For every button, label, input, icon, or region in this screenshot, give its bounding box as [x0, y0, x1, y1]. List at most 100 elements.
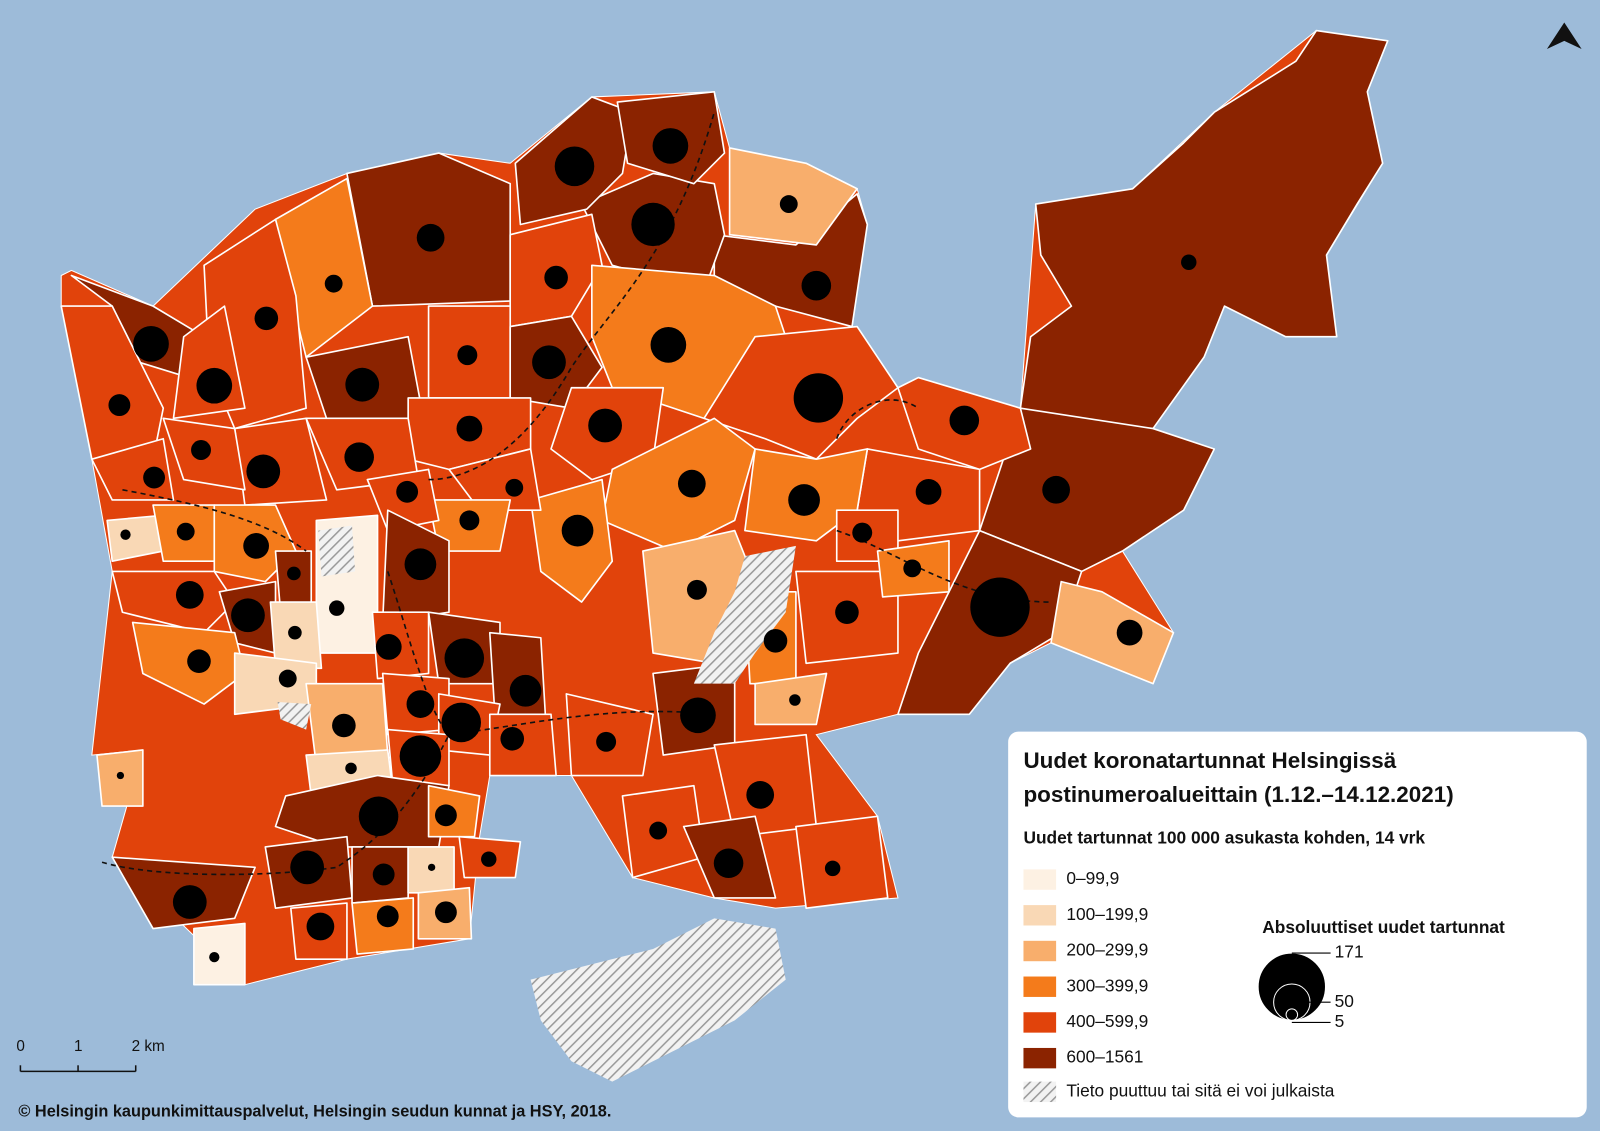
case-circles	[108, 128, 1197, 963]
case-circle	[196, 367, 233, 404]
case-circle	[763, 629, 788, 653]
case-circle	[459, 510, 480, 531]
case-circle	[588, 408, 622, 443]
missing-area	[693, 545, 796, 684]
case-circle	[246, 454, 281, 489]
case-circle	[835, 600, 859, 625]
size-legend: 171 505	[1257, 942, 1364, 1031]
legend-title: Uudet koronatartunnat Helsingissä	[1023, 748, 1396, 773]
class-label: 400–599,9	[1066, 1011, 1148, 1031]
case-circle	[793, 373, 844, 423]
case-circle	[481, 851, 497, 867]
legend-box	[1008, 731, 1587, 1118]
case-circle	[358, 796, 399, 837]
case-circle	[652, 128, 689, 164]
postal-area	[111, 570, 236, 634]
case-circle	[399, 735, 442, 777]
scale-bar: 0 1 2 km	[16, 1038, 165, 1073]
case-circle	[175, 581, 204, 609]
case-circle	[713, 848, 744, 879]
case-circle	[801, 270, 832, 301]
case-circle	[406, 690, 435, 718]
case-circle	[1042, 475, 1070, 504]
case-circle	[434, 901, 457, 924]
legend-title: postinumeroalueittain (1.12.–14.12.2021)	[1023, 782, 1453, 807]
case-circle	[649, 821, 668, 840]
case-circle	[457, 345, 478, 366]
postal-area	[1019, 29, 1389, 430]
case-circle	[375, 634, 402, 660]
postal-area	[978, 407, 1216, 573]
case-circle	[554, 146, 595, 187]
postal-area	[60, 305, 165, 460]
case-circle	[172, 885, 207, 919]
case-circle	[544, 265, 568, 290]
case-circle	[677, 469, 706, 498]
case-circle	[561, 514, 594, 547]
scale-label: 1	[74, 1038, 83, 1055]
class-label: 0–99,9	[1066, 868, 1119, 888]
case-circle	[532, 345, 566, 380]
scale-label: 0	[16, 1038, 25, 1055]
class-legend: 0–99,9 100–199,9 200–299,9 300–399,9 400–599…	[1023, 868, 1148, 1069]
missing-swatch	[1023, 1081, 1057, 1103]
class-label: 600–1561	[1066, 1047, 1143, 1067]
case-circle	[509, 674, 542, 707]
case-circle	[404, 548, 437, 581]
missing-data-areas	[277, 525, 796, 1082]
case-circle	[278, 669, 297, 688]
credit: © Helsingin kaupunkimittauspalvelut, Hel…	[18, 1103, 611, 1121]
case-circle	[852, 522, 873, 543]
case-circle	[191, 440, 211, 460]
case-circle	[243, 533, 269, 559]
case-circle	[344, 442, 374, 472]
class-label: 200–299,9	[1066, 940, 1148, 960]
postal-area	[795, 815, 889, 909]
case-circle	[143, 466, 166, 489]
case-circle	[596, 731, 617, 752]
case-circle	[287, 566, 301, 581]
postal-area	[728, 147, 858, 246]
postal-area	[351, 897, 415, 955]
legend-subtitle: Uudet tartunnat 100 000 asukasta kohden,…	[1023, 827, 1425, 847]
size-label: 50	[1335, 991, 1354, 1011]
class-swatch	[1023, 905, 1057, 926]
case-circle	[209, 951, 220, 963]
size-label: 171	[1335, 942, 1364, 962]
case-circle	[416, 223, 445, 252]
case-circle	[329, 600, 345, 616]
case-circle	[500, 726, 525, 751]
case-circle	[441, 702, 482, 743]
case-circle	[427, 863, 436, 871]
case-circle	[903, 559, 922, 578]
case-circle	[650, 327, 687, 363]
case-circle	[456, 415, 483, 442]
postal-area	[1050, 580, 1175, 685]
class-swatch	[1023, 940, 1057, 962]
case-circle	[290, 850, 325, 885]
case-circle	[680, 697, 716, 734]
case-circle	[949, 405, 980, 436]
case-circle	[176, 522, 195, 541]
case-circle	[970, 577, 1030, 637]
case-circle	[345, 762, 357, 775]
case-circle	[444, 638, 485, 678]
case-circle	[376, 905, 399, 928]
class-swatch	[1023, 1047, 1057, 1069]
case-circle	[788, 484, 820, 516]
railway	[101, 112, 1052, 876]
case-circle	[108, 394, 131, 417]
class-swatch	[1023, 1012, 1057, 1033]
legend: Uudet koronatartunnat Helsingissä postin…	[1008, 731, 1587, 1118]
size-legend-title: Absoluuttiset uudet tartunnat	[1262, 917, 1505, 937]
case-circle	[116, 771, 125, 780]
case-circle	[288, 625, 302, 640]
case-circle	[120, 529, 131, 540]
case-circle	[396, 480, 419, 503]
class-swatch	[1023, 976, 1057, 997]
north-arrow	[1546, 22, 1582, 49]
case-circle	[254, 306, 279, 331]
missing-area	[277, 702, 312, 730]
